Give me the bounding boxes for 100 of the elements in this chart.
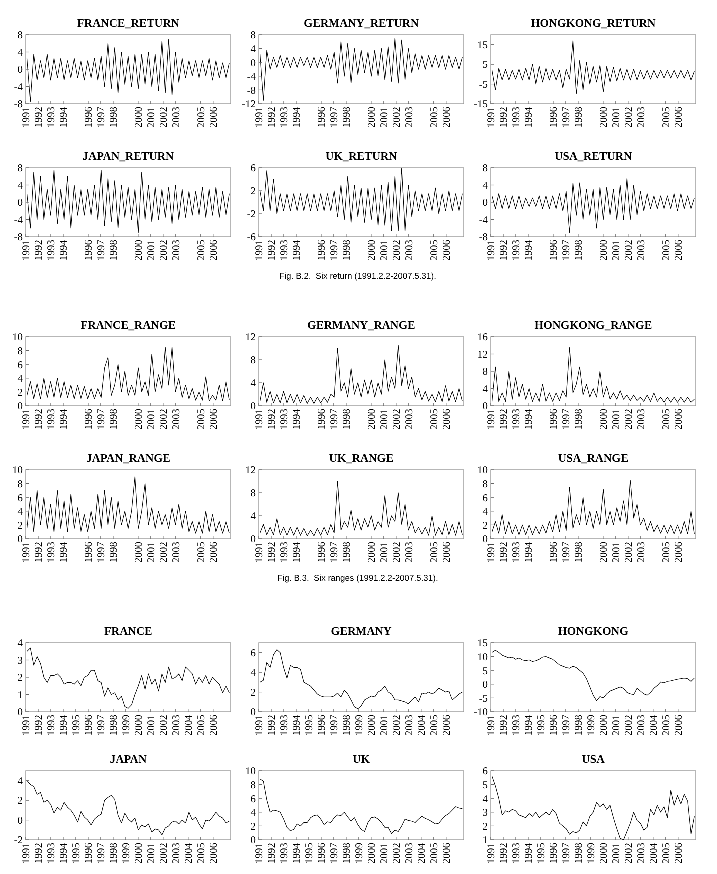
- x-tick-label: 1995: [304, 715, 316, 736]
- x-tick-label: 2000: [134, 715, 146, 736]
- line-series: [260, 345, 463, 404]
- line-series: [26, 39, 230, 102]
- y-tick-label: 0: [18, 708, 23, 719]
- x-tick-label: 1992: [499, 409, 510, 430]
- x-tick-label: 1992: [34, 843, 46, 864]
- x-tick-label: 1996: [549, 715, 560, 736]
- x-tick-label: 1991: [254, 240, 266, 261]
- y-tick-label: 4: [250, 512, 257, 523]
- x-tick-label: 1994: [524, 541, 536, 563]
- x-tick-label: 2003: [404, 240, 416, 261]
- x-tick-label: 2001: [146, 715, 158, 736]
- x-tick-label: 2006: [209, 715, 220, 736]
- chart-title: FRANCE: [104, 626, 153, 638]
- x-tick-label: 2000: [134, 542, 146, 563]
- x-tick-label: 1991: [22, 715, 33, 736]
- x-tick-label: 2005: [196, 715, 208, 736]
- x-tick-label: 2002: [624, 240, 636, 261]
- x-tick-label: 1997: [330, 240, 341, 261]
- y-tick-label: 8: [250, 780, 256, 792]
- chart-title: FRANCE_RANGE: [80, 320, 176, 332]
- y-tick-label: 2: [18, 388, 23, 399]
- x-tick-label: 1997: [562, 843, 573, 864]
- x-tick-label: 2005: [196, 843, 208, 864]
- x-tick-label: 1998: [342, 715, 354, 736]
- x-tick-label: 1994: [292, 239, 304, 261]
- y-tick-label: 4: [250, 44, 257, 56]
- y-tick-label: -5: [479, 694, 488, 705]
- y-tick-label: 8: [250, 30, 256, 42]
- y-tick-label: 0: [18, 816, 23, 827]
- line-series: [492, 480, 695, 536]
- x-tick-label: 2001: [612, 843, 623, 864]
- x-tick-label: 2002: [624, 409, 636, 430]
- line-series: [26, 170, 230, 233]
- y-tick-label: 2: [250, 186, 256, 198]
- y-tick-label: 2: [250, 822, 256, 833]
- line-series: [492, 776, 695, 840]
- y-tick-label: 8: [18, 479, 23, 490]
- x-tick-label: 2006: [209, 542, 220, 563]
- x-tick-label: 1991: [486, 409, 498, 430]
- x-tick-label: 2002: [624, 843, 636, 864]
- y-tick-label: 4: [18, 180, 24, 192]
- x-tick-label: 2000: [599, 843, 610, 864]
- x-tick-label: 2006: [674, 542, 686, 563]
- x-tick-label: 1992: [499, 240, 510, 261]
- x-tick-label: 1999: [354, 715, 366, 736]
- line-series: [492, 347, 695, 403]
- x-tick-label: 2003: [636, 240, 648, 261]
- x-tick-label: 1991: [254, 715, 266, 736]
- x-tick-label: 2000: [134, 240, 146, 261]
- x-tick-label: 1991: [22, 843, 33, 864]
- x-tick-label: 2006: [674, 843, 686, 864]
- y-tick-label: 6: [18, 360, 23, 372]
- line-series: [260, 778, 463, 834]
- y-tick-label: 15: [478, 638, 488, 650]
- x-tick-label: 2003: [172, 843, 183, 864]
- y-tick-label: 6: [482, 766, 488, 778]
- x-tick-label: 1992: [499, 542, 510, 563]
- y-tick-label: 0: [250, 708, 256, 719]
- x-tick-label: 1993: [280, 409, 291, 430]
- y-tick-label: -2: [247, 210, 256, 221]
- x-tick-label: 1993: [46, 409, 58, 430]
- y-tick-label: 4: [250, 378, 257, 390]
- y-tick-label: 6: [482, 493, 488, 504]
- line-series: [26, 780, 230, 836]
- x-tick-label: 1994: [524, 714, 536, 736]
- y-tick-label: 4: [482, 507, 489, 518]
- x-tick-label: 1992: [267, 240, 278, 261]
- y-tick-label: 4: [18, 776, 24, 788]
- y-tick-label: 4: [482, 180, 489, 192]
- x-tick-label: 1996: [549, 542, 560, 563]
- x-tick-label: 2002: [159, 240, 170, 261]
- x-tick-label: 1992: [499, 715, 510, 736]
- y-tick-label: 5: [482, 666, 488, 678]
- x-tick-label: 1991: [254, 542, 266, 563]
- x-tick-label: 1992: [267, 843, 278, 864]
- x-tick-label: 2005: [430, 715, 441, 736]
- x-tick-label: 1991: [22, 107, 33, 128]
- line-series: [492, 40, 695, 94]
- y-tick-label: 0: [250, 534, 256, 546]
- x-tick-label: 1997: [562, 409, 573, 430]
- y-tick-label: 4: [18, 638, 24, 650]
- x-tick-label: 2003: [404, 715, 416, 736]
- x-tick-label: 2003: [636, 715, 648, 736]
- x-tick-label: 2000: [599, 542, 610, 563]
- x-tick-label: 2000: [367, 542, 378, 563]
- y-tick-label: 10: [246, 766, 256, 778]
- x-tick-label: 1998: [109, 240, 120, 261]
- x-tick-label: 2006: [442, 107, 454, 128]
- x-tick-label: 1993: [280, 715, 291, 736]
- x-tick-label: 1995: [536, 843, 548, 864]
- x-tick-label: 1996: [84, 542, 96, 563]
- x-tick-label: 1998: [574, 107, 586, 128]
- x-tick-label: 1997: [330, 107, 341, 128]
- x-tick-label: 1991: [254, 409, 266, 430]
- x-tick-label: 2006: [209, 240, 220, 261]
- x-tick-label: 2006: [209, 107, 220, 128]
- x-tick-label: 2000: [599, 240, 610, 261]
- chart-title: HONGKONG_RETURN: [531, 18, 656, 30]
